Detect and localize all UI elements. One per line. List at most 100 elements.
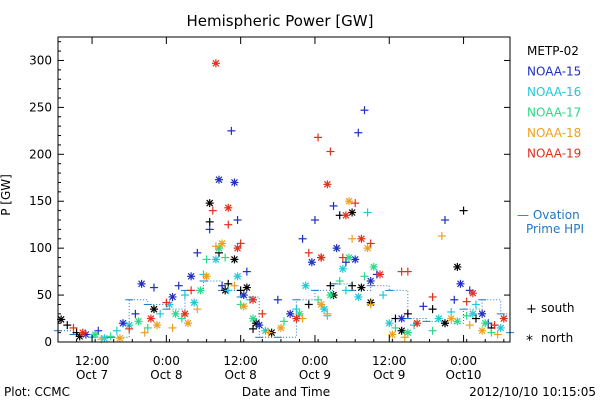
north-point <box>168 292 177 301</box>
south-point <box>187 286 196 295</box>
south-point <box>211 242 220 251</box>
north-point <box>286 309 295 318</box>
south-point <box>341 258 350 267</box>
north-point <box>496 323 505 332</box>
ovation-label-line2: Prime HPI <box>526 222 584 236</box>
south-point <box>360 272 369 281</box>
legend-entry: NOAA-18 <box>527 126 581 140</box>
south-point <box>224 220 233 229</box>
north-point <box>205 199 214 208</box>
south-point <box>280 317 288 326</box>
north-point <box>338 264 347 273</box>
south-point <box>205 225 214 234</box>
north-point <box>317 300 326 309</box>
north-point <box>202 272 211 281</box>
north-point <box>196 286 205 295</box>
legend: METP-02 NOAA-15 NOAA-16 NOAA-17 NOAA-18 NOAA-… <box>527 44 581 161</box>
legend-entry: NOAA-15 <box>527 65 581 79</box>
x-tick-label-date: Oct 9 <box>299 368 331 382</box>
south-point <box>140 328 149 337</box>
south-point <box>391 323 400 332</box>
south-point <box>323 309 332 318</box>
north-point <box>242 283 251 292</box>
north-point <box>332 244 341 253</box>
y-tick-label: 0 <box>44 335 52 349</box>
north-point <box>385 319 394 328</box>
north-point <box>348 208 357 217</box>
y-tick-label: 150 <box>29 194 52 208</box>
south-point <box>310 216 319 224</box>
north-point <box>230 178 239 187</box>
x-tick-label-time: 12:00 <box>75 354 110 368</box>
south-point <box>459 206 468 215</box>
south-point <box>202 255 211 264</box>
south-point <box>379 291 388 300</box>
x-axis-label: Date and Time <box>242 385 330 399</box>
north-point <box>180 309 189 318</box>
south-point <box>125 324 134 333</box>
south-symbol: + <box>526 302 537 317</box>
south-point <box>193 305 202 314</box>
north-point <box>351 255 360 264</box>
north-symbol: * <box>526 333 533 349</box>
north-point <box>57 315 66 324</box>
x-tick-label-date: Oct10 <box>446 368 482 382</box>
y-axis-ticks: 0 50 100 150 200 250 300 <box>29 41 510 349</box>
south-point <box>462 311 471 320</box>
south-point <box>149 283 158 292</box>
north-point <box>239 302 248 311</box>
south-point <box>490 321 499 330</box>
south-point <box>249 324 258 333</box>
north-point <box>233 272 242 281</box>
north-point <box>357 283 366 292</box>
south-point <box>304 248 313 257</box>
north-point <box>224 203 233 212</box>
north-point <box>190 298 199 307</box>
north-point <box>403 328 412 337</box>
north-point <box>295 309 304 318</box>
x-tick-label-time: 0:00 <box>301 354 328 368</box>
y-tick-label: 200 <box>29 147 52 161</box>
south-point <box>338 253 347 262</box>
south-point <box>63 321 72 330</box>
north-point <box>481 319 490 328</box>
south-point <box>314 133 323 142</box>
north-point <box>397 326 406 335</box>
north-point <box>134 317 143 326</box>
north-point <box>456 279 465 288</box>
south-point <box>227 126 236 135</box>
south-point <box>218 281 227 290</box>
south-point <box>326 281 335 290</box>
south-point <box>329 201 338 210</box>
south-point <box>112 326 121 335</box>
south-point <box>493 330 502 339</box>
north-point <box>119 319 128 328</box>
north-point <box>447 314 456 323</box>
north-point <box>369 262 378 271</box>
south-point <box>428 326 437 335</box>
north-point <box>317 253 326 262</box>
south-point <box>403 267 412 276</box>
south-point <box>341 286 350 295</box>
north-point <box>323 180 332 189</box>
north-point <box>440 319 449 328</box>
north-point <box>301 281 310 290</box>
south-point <box>208 206 217 215</box>
footer-right: 2012/10/10 10:15:05 <box>469 385 596 399</box>
north-point <box>478 309 487 318</box>
x-tick-label-time: 0:00 <box>450 354 477 368</box>
north-point <box>171 309 180 318</box>
y-tick-label: 300 <box>29 53 52 67</box>
x-tick-label-time: 12:00 <box>372 354 407 368</box>
north-point <box>187 272 196 281</box>
south-label: south <box>541 301 575 315</box>
north-point <box>249 295 258 304</box>
south-point <box>143 323 152 332</box>
north-point <box>146 314 155 323</box>
north-point <box>91 330 100 339</box>
south-point <box>462 297 471 306</box>
north-point <box>434 314 443 323</box>
x-tick-label-time: 12:00 <box>223 354 258 368</box>
y-axis-label: P [GW] <box>0 174 13 216</box>
ovation-series <box>54 280 514 338</box>
